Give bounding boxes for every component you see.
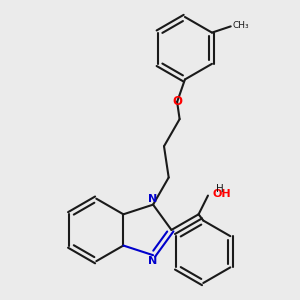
Text: N: N <box>148 256 158 266</box>
Text: N: N <box>148 194 158 204</box>
Text: OH: OH <box>213 189 231 199</box>
Text: H: H <box>216 184 224 194</box>
Text: CH₃: CH₃ <box>233 21 250 30</box>
Text: O: O <box>172 95 182 108</box>
